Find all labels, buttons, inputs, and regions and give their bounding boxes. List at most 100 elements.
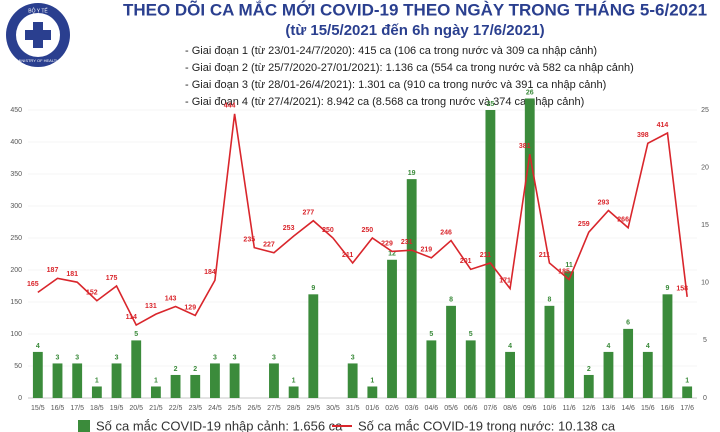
x-tick-label: 17/5 [70,405,84,412]
line-label: 250 [361,227,373,234]
y-tick-label: 150 [10,299,22,306]
logo-text: MINISTRY OF HEALTH [17,58,59,63]
x-tick-label: 30/5 [326,405,340,412]
bar [229,363,240,398]
bar [642,351,653,398]
x-tick-label: 13/6 [602,405,616,412]
x-tick-label: 04/6 [425,405,439,412]
annotation: - Giai đoạn 3 (từ 28/01-26/4/2021): 1.30… [185,79,606,91]
bar [32,351,43,398]
bar-label: 4 [36,343,40,350]
x-tick-label: 23/5 [188,405,202,412]
y-tick-label: 400 [10,139,22,146]
bar [288,386,299,398]
line-label: 227 [263,242,275,249]
bar [564,271,575,398]
logo-cross [25,30,51,40]
bar [583,374,594,398]
line-label: 171 [499,277,511,284]
line-label: 414 [657,122,669,129]
bar [465,340,476,398]
bar-label: 2 [193,366,197,373]
line-label: 211 [539,252,550,259]
line-label: 231 [401,239,413,246]
line-label: 143 [165,295,177,302]
x-tick-label: 01/6 [366,405,380,412]
legend-label: Số ca mắc COVID-19 trong nước: 10.138 ca [358,418,616,432]
bar-label: 8 [449,297,453,304]
bar-label: 4 [607,343,611,350]
legend-swatch [78,420,90,432]
x-tick-label: 06/6 [464,405,478,412]
y-tick-label: 50 [14,363,22,370]
y2-tick-label: 15 [701,222,709,229]
line-label: 229 [381,240,393,247]
bar [111,363,122,398]
x-tick-label: 21/5 [149,405,163,412]
line-label: 175 [106,275,118,282]
line-label: 277 [302,210,314,217]
line-label: 158 [676,286,688,293]
y2-tick-label: 20 [701,164,709,171]
legend-label: Số ca mắc COVID-19 nhập cảnh: 1.656 ca [96,418,343,432]
bar-label: 3 [213,354,217,361]
bar-label: 3 [75,354,79,361]
x-tick-label: 16/6 [661,405,675,412]
line-label: 181 [66,271,78,278]
y-tick-label: 200 [10,267,22,274]
bar [170,374,181,398]
bar-label: 3 [272,354,276,361]
line-label: 235 [243,236,255,243]
x-tick-label: 17/6 [680,405,694,412]
annotation: - Giai đoạn 4 (từ 27/4/2021): 8.942 ca (… [185,96,584,108]
logo-text: BỘ Y TẾ [28,7,48,14]
x-tick-label: 29/5 [306,405,320,412]
bar-label: 3 [56,354,60,361]
x-tick-label: 12/6 [582,405,596,412]
bar [524,98,535,398]
bar-label: 3 [115,354,119,361]
bar [505,351,515,398]
bar-label: 26 [526,89,534,96]
bar [131,340,142,398]
bar [150,386,161,398]
bar [387,259,397,398]
bar-label: 5 [469,331,473,338]
x-tick-label: 14/6 [621,405,635,412]
bar [190,374,201,398]
line-label: 444 [224,103,236,110]
chart-title: THEO DÕI CA MẮC MỚI COVID-19 THEO NGÀY T… [123,0,707,19]
bar-label: 1 [685,377,689,384]
chart-subtitle: (từ 15/5/2021 đến 6h ngày 17/6/2021) [285,22,544,39]
bar-label: 1 [292,377,296,384]
x-tick-label: 07/6 [484,405,498,412]
bar-label: 2 [587,366,591,373]
bar [485,110,496,398]
bar [91,386,102,398]
x-tick-label: 10/6 [543,405,557,412]
line-label: 246 [440,229,452,236]
bar [72,363,83,398]
line-label: 253 [283,225,295,232]
x-tick-label: 22/5 [169,405,183,412]
line-label: 201 [460,258,472,265]
line-label: 259 [578,221,590,228]
bar [308,294,319,398]
line-label: 219 [421,247,433,254]
bar-label: 4 [508,343,512,350]
x-tick-label: 24/5 [208,405,222,412]
x-tick-label: 19/5 [110,405,124,412]
annotation: - Giai đoạn 1 (từ 23/01-24/7/2020): 415 … [185,45,597,57]
x-tick-label: 02/6 [385,405,399,412]
line-label: 129 [184,304,196,311]
line-label: 266 [617,217,629,224]
bar [603,351,614,398]
line-label: 131 [145,303,157,310]
x-tick-label: 16/5 [51,405,65,412]
y2-tick-label: 10 [701,280,709,287]
line-label: 211 [480,252,491,259]
x-tick-label: 27/5 [267,405,281,412]
bar [210,363,220,398]
bar-label: 9 [311,285,315,292]
